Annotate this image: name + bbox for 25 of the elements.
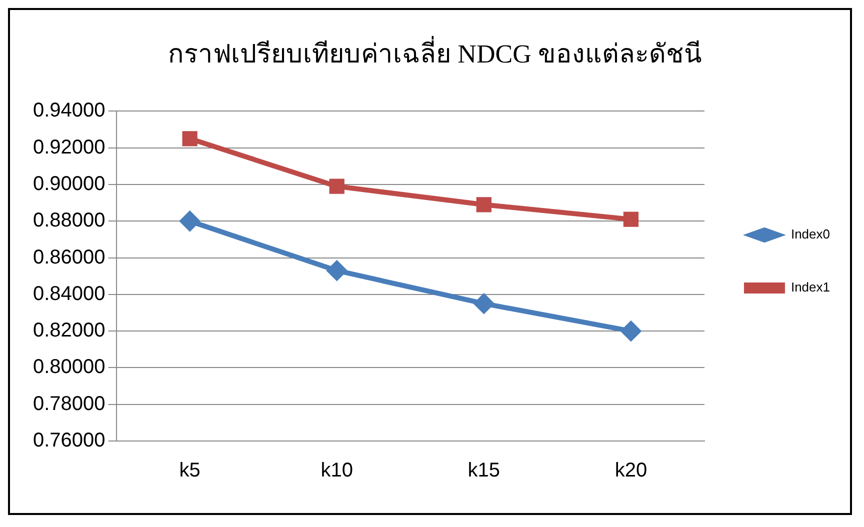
x-tick-label: k15	[468, 460, 500, 482]
y-tick-label: 0.90000	[33, 173, 106, 196]
y-tick-label: 0.78000	[33, 392, 106, 415]
y-tick-label: 0.94000	[33, 100, 106, 122]
y-tick-label: 0.80000	[33, 356, 106, 378]
y-tick-label: 0.76000	[33, 430, 106, 452]
point	[473, 293, 494, 314]
y-tick-label: 0.86000	[33, 246, 106, 268]
point	[182, 131, 198, 146]
y-tick-label: 0.88000	[33, 210, 106, 232]
y-tick-label: 0.92000	[33, 136, 106, 158]
x-tick-label: k20	[614, 460, 648, 482]
legend-label: Index1	[790, 280, 830, 295]
point	[329, 178, 344, 194]
point	[326, 260, 348, 282]
x-tick-label: k5	[179, 460, 200, 482]
x-tick-label: k10	[320, 460, 353, 482]
y-tick-label: 0.82000	[33, 320, 106, 342]
y-tick-label: 0.84000	[33, 282, 106, 305]
chart-title: กราฟเปรียบเทียบค่าเฉลี่ย NDCG ของแต่ละดัชนี	[168, 35, 702, 68]
legend-label: Index0	[790, 226, 830, 242]
point	[620, 320, 642, 342]
point	[179, 210, 200, 232]
point	[623, 212, 639, 227]
point	[476, 197, 492, 212]
